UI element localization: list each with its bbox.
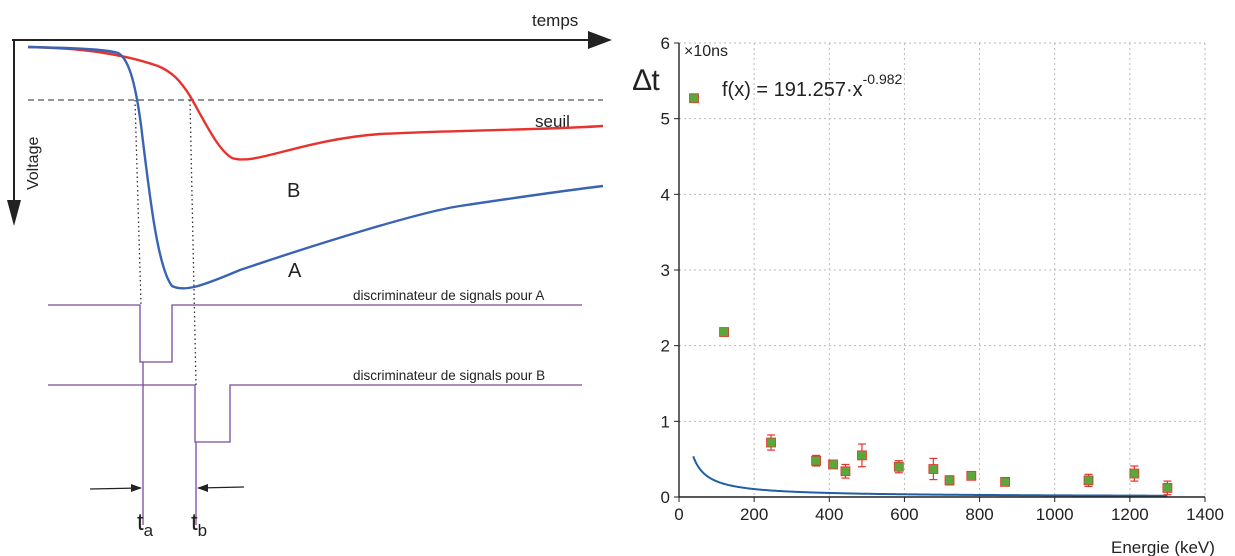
data-point <box>945 476 954 485</box>
discriminator-b-pulse <box>48 385 582 442</box>
data-point <box>767 435 776 450</box>
y-tick-label: 2 <box>661 337 670 356</box>
point-marker <box>1130 469 1139 478</box>
data-point <box>967 471 976 480</box>
ta-arrowhead-icon <box>131 484 142 492</box>
y-tick-label: 4 <box>661 185 670 204</box>
point-marker <box>1163 483 1172 492</box>
signal-diagram: temps Voltage seuil B A discriminateur d… <box>7 11 612 540</box>
x-tick-label: 400 <box>815 505 843 524</box>
chart: 0 200 400 600 800 1000 1200 1400 0 1 2 3 4 5 6 ∆t ×10n… <box>633 34 1224 556</box>
data-point <box>1001 477 1010 486</box>
data-point <box>690 94 699 103</box>
voltage-axis-label: Voltage <box>25 137 42 190</box>
data-point <box>857 444 866 467</box>
y-tick-label: 5 <box>661 110 670 129</box>
fit-formula-base: f(x) = 191.257·x <box>722 79 863 101</box>
ta-label: ta <box>137 509 154 540</box>
point-marker <box>1001 477 1010 486</box>
data-point <box>929 458 938 479</box>
point-marker <box>829 460 838 469</box>
y-tick-label: 0 <box>661 488 670 507</box>
tb-label-sub: b <box>198 521 207 540</box>
discriminator-b-label: discriminateur de signals pour B <box>353 368 545 383</box>
ta-label-sub: a <box>144 521 154 540</box>
x-tick-label: 1400 <box>1186 505 1224 524</box>
curve-b <box>28 47 603 160</box>
data-point <box>841 464 850 478</box>
point-marker <box>1084 476 1093 485</box>
data-point <box>812 455 821 466</box>
discriminator-a-pulse <box>48 305 582 362</box>
point-marker <box>690 94 699 103</box>
data-point <box>1163 481 1172 495</box>
data-points <box>690 94 1172 495</box>
point-marker <box>894 462 903 471</box>
y-unit-label: ×10ns <box>684 43 728 60</box>
data-point <box>720 328 729 337</box>
x-tick-label: 1200 <box>1111 505 1149 524</box>
data-point <box>829 460 838 469</box>
point-marker <box>967 471 976 480</box>
point-marker <box>812 456 821 465</box>
time-axis-label: temps <box>532 11 578 30</box>
data-point <box>1130 466 1139 481</box>
chart-axes <box>679 43 1205 497</box>
y-tick-label: 1 <box>661 412 670 431</box>
x-tick-label: 200 <box>740 505 768 524</box>
x-tick-label: 0 <box>674 505 683 524</box>
x-tick-label: 800 <box>965 505 993 524</box>
point-marker <box>857 451 866 460</box>
tb-label: tb <box>191 509 207 540</box>
x-tick-label: 600 <box>890 505 918 524</box>
y-tick-label: 3 <box>661 261 670 280</box>
voltage-axis-arrow-icon <box>7 200 21 226</box>
x-axis-label: Energie (keV) <box>1111 538 1215 556</box>
curve-a <box>28 47 603 288</box>
point-marker <box>720 328 729 337</box>
data-point <box>1084 474 1093 486</box>
fit-formula: f(x) = 191.257·x-0.982 <box>722 71 903 101</box>
y-axis-label: ∆t <box>633 64 660 97</box>
discriminator-a-label: discriminateur de signals pour A <box>353 288 544 303</box>
point-marker <box>841 467 850 476</box>
data-point <box>894 461 903 473</box>
tb-arrowhead-icon <box>197 484 208 492</box>
point-marker <box>929 465 938 474</box>
fit-curve <box>693 456 1167 495</box>
fit-formula-exponent: -0.982 <box>863 71 903 87</box>
x-tick-label: 1000 <box>1036 505 1074 524</box>
tb-projection <box>190 100 196 385</box>
y-tick-label: 6 <box>661 34 670 53</box>
chart-ticks: 0 200 400 600 800 1000 1200 1400 0 1 2 3 4 5 6 <box>661 34 1224 524</box>
time-axis-arrow-icon <box>588 31 612 49</box>
point-marker <box>945 476 954 485</box>
curve-a-label: A <box>288 260 302 282</box>
chart-grid <box>679 43 1205 497</box>
ta-projection <box>135 100 141 305</box>
point-marker <box>767 438 776 447</box>
curve-b-label: B <box>287 180 300 202</box>
